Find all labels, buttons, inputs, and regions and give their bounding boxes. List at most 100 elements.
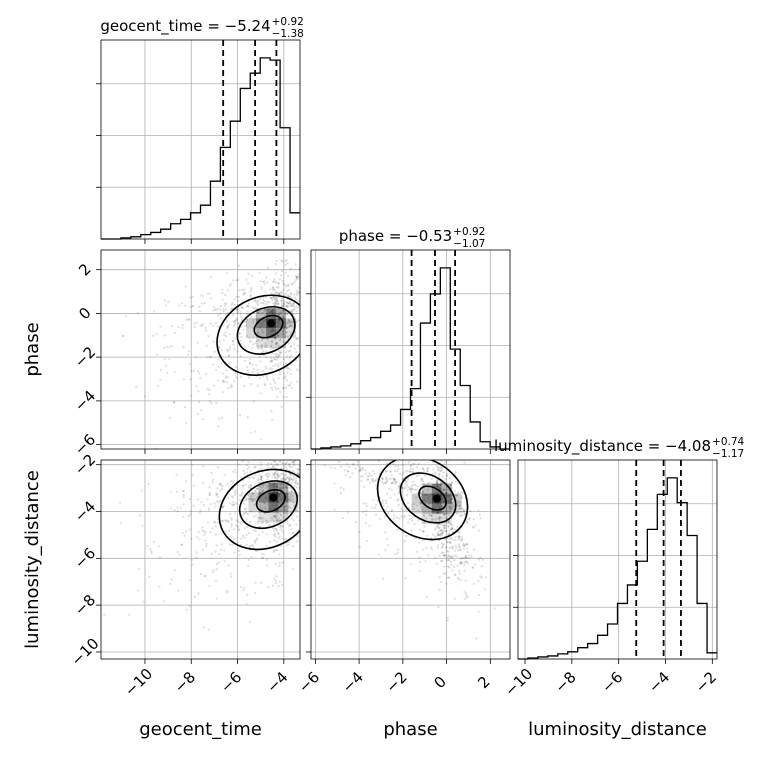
scatter-point [163, 299, 166, 302]
scatter-point [276, 519, 279, 522]
density-cell [411, 503, 422, 514]
scatter-point [402, 471, 405, 474]
scatter-point [293, 293, 296, 296]
scatter-point [122, 334, 125, 337]
scatter-point [275, 296, 278, 299]
scatter-point [295, 276, 298, 279]
scatter-point [450, 546, 453, 549]
scatter-point [292, 470, 295, 473]
scatter-point [276, 341, 279, 344]
scatter-point [119, 521, 122, 524]
scatter-point [173, 509, 176, 512]
scatter-point [300, 475, 302, 477]
scatter-point [405, 534, 408, 538]
scatter-point [461, 513, 464, 517]
scatter-point [440, 560, 444, 563]
scatter-point [280, 486, 283, 489]
scatter-point [273, 534, 276, 537]
scatter-point [168, 345, 171, 348]
scatter-point [458, 507, 461, 510]
scatter-point [218, 499, 221, 502]
scatter-point [289, 493, 292, 496]
scatter-point [438, 515, 441, 518]
scatter-point [463, 544, 466, 548]
scatter-point [410, 508, 413, 511]
scatter-point [261, 490, 264, 493]
scatter-point [273, 304, 276, 307]
scatter-point [270, 360, 273, 363]
scatter-point [358, 469, 362, 472]
hist-panel-geocent_time: geocent_time = −5.24 +0.92−1.38 [96, 16, 304, 244]
scatter-point [463, 590, 466, 593]
density-cell [258, 512, 269, 523]
scatter-point [159, 325, 162, 328]
scatter-point [463, 461, 466, 464]
scatter-point [294, 263, 297, 266]
panel-frame [100, 459, 301, 660]
scatter-point [250, 499, 254, 502]
scatter-point [402, 516, 405, 519]
scatter-point [273, 358, 276, 361]
scatter-point [338, 460, 341, 463]
scatter-point [164, 304, 168, 307]
scatter-point [426, 470, 429, 473]
scatter-point [249, 339, 252, 342]
scatter-point [284, 484, 287, 487]
scatter-point [234, 337, 237, 340]
scatter-point [229, 572, 232, 575]
scatter-point [455, 554, 458, 558]
scatter-point [391, 481, 395, 484]
scatter-point [231, 314, 235, 317]
scatter-point [385, 469, 388, 472]
scatter-point [215, 597, 218, 600]
scatter-point [202, 481, 205, 484]
scatter-point [235, 317, 238, 320]
scatter-point [293, 460, 297, 463]
scatter-point [287, 420, 289, 422]
scatter-point [281, 472, 284, 475]
scatter-point [229, 386, 232, 389]
scatter-point [441, 534, 444, 537]
scatter-point [261, 520, 264, 523]
scatter-point [381, 577, 385, 580]
scatter-point [211, 363, 215, 366]
scatter-point [275, 540, 278, 543]
scatter-point [235, 524, 238, 527]
scatter-point [242, 502, 246, 505]
scatter-point [279, 502, 282, 505]
scatter-point [378, 517, 382, 521]
scatter-point [390, 481, 393, 485]
scatter-point [434, 527, 437, 530]
scatter-point [249, 484, 252, 487]
scatter-point [254, 307, 257, 310]
scatter-point [444, 461, 447, 464]
scatter-point [251, 476, 254, 479]
scatter-point [280, 528, 283, 531]
scatter-point [181, 326, 184, 330]
scatter-point [188, 317, 191, 321]
scatter-point [240, 336, 243, 339]
scatter-point [210, 276, 213, 279]
scatter-point [226, 272, 229, 275]
scatter-point [289, 372, 292, 376]
scatter-point [283, 300, 286, 303]
scatter-point [254, 299, 257, 302]
scatter-point [265, 303, 268, 306]
scatter-point [292, 479, 295, 482]
scatter-point [258, 271, 261, 274]
scatter-point [450, 481, 454, 484]
scatter-point [282, 483, 285, 487]
scatter-point [452, 539, 455, 542]
scatter-point [270, 410, 273, 413]
scatter-point [368, 524, 371, 527]
scatter-point [466, 550, 470, 554]
scatter-point [224, 293, 227, 296]
scatter-point [395, 499, 399, 502]
scatter-point [175, 473, 178, 476]
scatter-point [444, 491, 447, 495]
scatter-point [246, 468, 249, 471]
scatter-point [302, 471, 304, 473]
scatter-point [263, 302, 266, 305]
scatter-point [480, 576, 483, 579]
density-cell [266, 308, 277, 319]
